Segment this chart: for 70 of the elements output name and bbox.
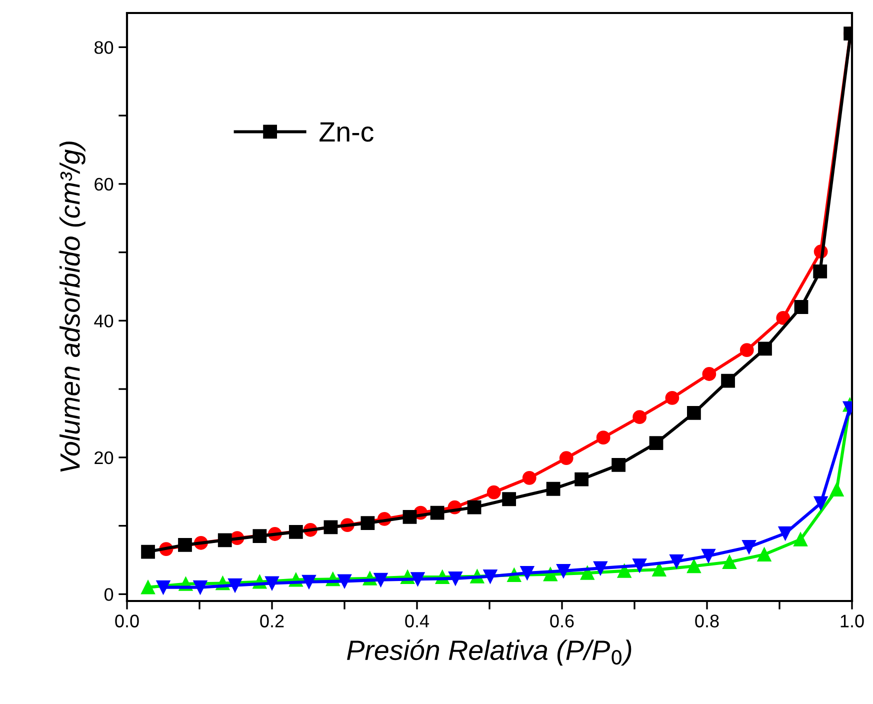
x-axis-title: Presión Relativa (P/P$_{0}$): [347, 639, 632, 666]
x-tick-label: 0.2: [260, 614, 284, 628]
point: [742, 540, 756, 554]
y-tick-label: 40: [94, 314, 114, 328]
point: [830, 482, 844, 496]
point: [758, 342, 772, 356]
point: [402, 510, 417, 524]
point: [813, 264, 828, 278]
point: [665, 390, 680, 405]
point: [574, 472, 589, 486]
point: [794, 300, 808, 314]
point: [265, 576, 279, 590]
point: [193, 580, 208, 594]
point: [522, 470, 536, 485]
point: [721, 374, 735, 388]
point: [649, 436, 664, 450]
point: [556, 564, 570, 578]
point: [702, 367, 716, 381]
point: [228, 578, 242, 592]
point: [740, 343, 754, 358]
point: [778, 526, 792, 540]
point: [502, 492, 516, 506]
point: [652, 562, 666, 576]
point: [252, 529, 267, 543]
point: [520, 566, 534, 580]
point: [467, 500, 482, 514]
x-tick-label: 0.0: [115, 614, 139, 628]
point: [757, 548, 772, 562]
point: [338, 574, 352, 588]
x-tick-label: 1.0: [840, 614, 864, 628]
point: [593, 561, 608, 576]
point: [156, 580, 170, 594]
point: [178, 538, 192, 552]
y-axis-title: Volumen adsorbido (cm³/g): [59, 142, 86, 472]
point: [483, 569, 498, 584]
x-tick-label: 0.4: [405, 614, 430, 628]
point: [776, 310, 790, 325]
point: [596, 430, 610, 445]
x-tick-label: 0.6: [550, 614, 574, 628]
x-tick-label: 0.8: [695, 614, 719, 628]
point: [670, 554, 684, 568]
point: [141, 544, 155, 559]
point: [324, 520, 338, 534]
point: [814, 496, 828, 510]
point: [430, 506, 444, 520]
point: [218, 533, 232, 548]
point: [410, 572, 425, 586]
point: [687, 406, 701, 420]
point: [374, 572, 388, 587]
y-tick-label: 20: [94, 451, 114, 464]
point: [141, 580, 155, 594]
y-tick-label: 60: [94, 178, 114, 191]
point: [702, 548, 716, 563]
y-tick-label: 80: [94, 41, 114, 54]
point: [546, 482, 560, 496]
point: [617, 564, 632, 578]
point: [559, 451, 574, 466]
y-tick-label: 0: [104, 588, 114, 601]
point: [612, 458, 626, 472]
point: [302, 574, 316, 589]
point: [360, 516, 375, 530]
point: [687, 559, 701, 574]
point: [794, 532, 808, 546]
point: [632, 410, 647, 424]
point: [486, 485, 501, 500]
legend-label: Zn-c: [320, 122, 374, 142]
point: [448, 571, 462, 586]
point: [722, 555, 736, 569]
point: [288, 525, 303, 539]
point: [632, 558, 647, 572]
